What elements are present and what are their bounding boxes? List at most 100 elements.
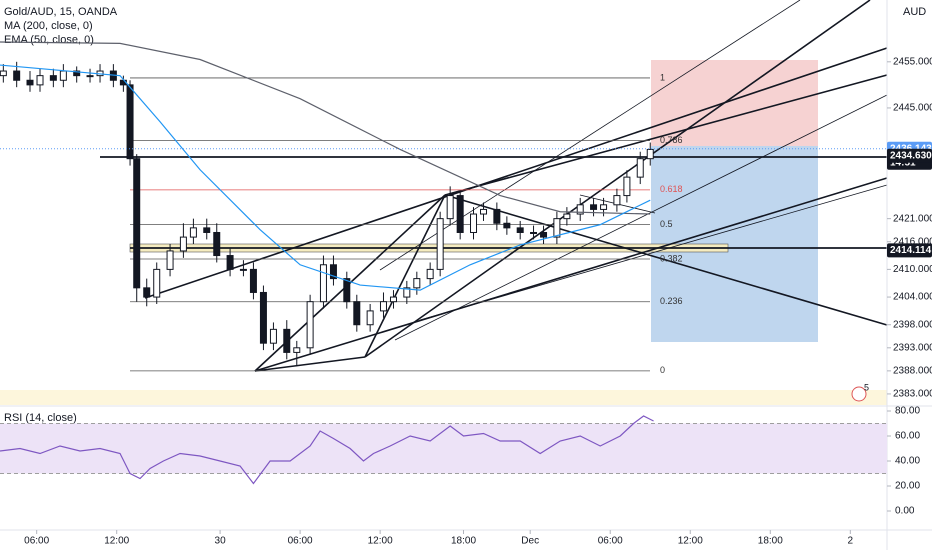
candle-body — [259, 291, 267, 344]
x-tick-label: 30 — [215, 536, 227, 547]
price-label: 2414.114 — [890, 245, 932, 256]
candle-body — [283, 328, 291, 353]
x-tick-label: 18:00 — [758, 536, 783, 547]
x-tick-label: Dec — [521, 536, 539, 547]
candle-body — [470, 213, 478, 233]
candle-body — [293, 347, 301, 353]
candle-body — [590, 204, 598, 210]
y-tick-label: 2421.000 — [893, 213, 932, 224]
candle-body — [503, 222, 511, 229]
y-tick-label: 2410.000 — [893, 264, 932, 275]
candle-body — [623, 176, 631, 197]
fib-label: 0.5 — [660, 219, 673, 229]
candle-body — [36, 75, 44, 86]
candle-body — [403, 287, 411, 298]
candle-body — [389, 296, 397, 303]
candle-body — [553, 218, 561, 238]
rsi-line — [0, 415, 654, 485]
candle-body — [49, 75, 57, 81]
candle-body — [329, 264, 337, 280]
trend-line — [444, 194, 888, 326]
y-tick-label: 2388.000 — [893, 366, 932, 377]
candle-body — [516, 227, 524, 233]
fib-label: 1 — [660, 72, 665, 82]
y-tick-label: 2393.000 — [893, 342, 932, 353]
y-tick-label: 2404.000 — [893, 292, 932, 303]
candle-body — [426, 268, 434, 280]
candle-body — [13, 70, 21, 81]
candle-body — [239, 268, 247, 271]
candle-body — [636, 158, 644, 178]
price-label-box — [887, 243, 932, 258]
price-label: 2434.630 — [890, 150, 932, 161]
candle-body — [446, 195, 454, 220]
session-band — [0, 390, 887, 405]
candle-body — [203, 227, 211, 233]
legend-rsi: RSI (14, close) — [4, 412, 77, 424]
candle-body — [366, 310, 374, 326]
fib-label: 0.618 — [660, 184, 683, 194]
legend-ema: EMA (50, close, 0) — [4, 34, 94, 46]
candle-body — [563, 213, 571, 220]
trend-line — [144, 47, 888, 299]
x-tick-label: 06:00 — [24, 536, 49, 547]
candle-body — [413, 278, 421, 289]
price-label-box — [887, 148, 932, 163]
x-tick-label: 06:00 — [598, 536, 623, 547]
trend-line — [254, 177, 888, 372]
ma-line — [0, 64, 651, 291]
event-badge[interactable] — [851, 386, 867, 402]
fib-label: 0.382 — [660, 253, 683, 263]
candle-body — [86, 75, 94, 78]
candle-body — [166, 250, 174, 270]
candle-body — [213, 231, 221, 257]
candle-body — [456, 195, 464, 233]
candle-body — [343, 278, 351, 303]
candle-body — [189, 227, 197, 238]
rsi-tick-label: 40.00 — [895, 456, 920, 467]
channel-line — [419, 184, 888, 321]
trend-line — [444, 74, 888, 196]
candle-body — [480, 208, 488, 215]
trend-line — [364, 194, 446, 358]
y-tick-label: 2383.000 — [893, 389, 932, 400]
fib-label: 0.786 — [660, 135, 683, 145]
x-tick-label: 12:00 — [104, 536, 129, 547]
trend-line — [364, 0, 871, 358]
rsi-band — [0, 423, 887, 474]
candle-body — [530, 231, 538, 234]
candle-body — [493, 208, 501, 224]
fib-label: 0.236 — [660, 296, 683, 306]
candle-body — [249, 268, 257, 293]
rsi-tick-label: 60.00 — [895, 431, 920, 442]
x-tick-label: 12:00 — [368, 536, 393, 547]
candle-body — [126, 84, 134, 160]
channel-line — [394, 94, 888, 341]
candle-body — [600, 204, 608, 210]
candle-body — [379, 301, 387, 312]
candle-body — [306, 301, 314, 349]
candle-body — [26, 79, 34, 86]
candle-body — [540, 231, 548, 238]
rsi-tick-label: 80.00 — [895, 406, 920, 417]
countdown: 14:51 — [890, 157, 916, 168]
candle-body — [269, 328, 277, 344]
ma-line — [0, 41, 651, 215]
candle-body — [353, 301, 361, 326]
candle-body — [73, 70, 81, 77]
candle-body — [613, 195, 621, 206]
candle-body — [59, 70, 67, 81]
x-tick-label: 18:00 — [451, 536, 476, 547]
y-tick-label: 2416.000 — [893, 236, 932, 247]
x-tick-label: 2 — [848, 536, 854, 547]
candle-body — [143, 287, 151, 298]
x-tick-label: 12:00 — [678, 536, 703, 547]
candle-body — [0, 70, 7, 77]
candle-body — [319, 264, 327, 303]
candle-body — [646, 148, 654, 160]
x-tick-label: 06:00 — [288, 536, 313, 547]
trend-line — [254, 356, 366, 372]
candle-body — [179, 236, 187, 252]
